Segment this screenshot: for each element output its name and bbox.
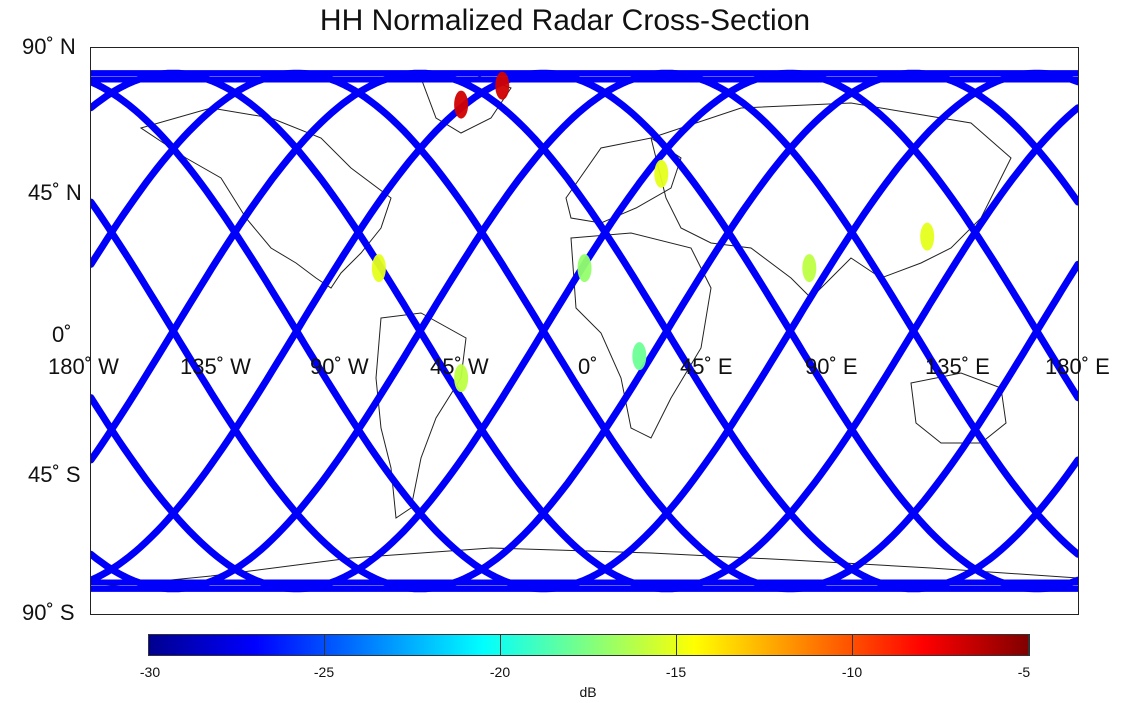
lat-label-90n: 90˚ N — [22, 34, 76, 59]
colorbar-tick-label: -25 — [313, 664, 335, 680]
satellite-track — [91, 69, 1078, 593]
track-highlight — [802, 254, 817, 283]
coastline-layer — [91, 72, 1078, 589]
colorbar-tick-label: -5 — [1017, 664, 1031, 680]
colorbar-tick — [148, 634, 149, 656]
track-highlight — [454, 90, 469, 119]
satellite-track — [91, 69, 1078, 593]
map-plot-area — [90, 47, 1079, 615]
colorbar-tick — [1028, 634, 1029, 656]
lon-label-0: 0˚ — [578, 354, 598, 379]
track-highlight — [454, 364, 469, 393]
colorbar-tick — [324, 634, 325, 656]
lon-label-180w: 180˚ W — [48, 354, 119, 379]
track-highlight — [577, 254, 592, 283]
colorbar-unit-label: dB — [579, 684, 597, 700]
coastline-europe — [565, 137, 682, 224]
satellite-track — [91, 69, 1078, 593]
lon-label-45w: 45˚ W — [430, 354, 489, 379]
colorbar-tick — [500, 634, 501, 656]
track-highlight — [920, 222, 935, 251]
colorbar — [148, 634, 1030, 656]
track-highlight — [632, 342, 647, 371]
coastline-africa — [570, 232, 712, 439]
satellite-track — [91, 69, 1078, 593]
colorbar-tick-label: -15 — [665, 664, 687, 680]
track-highlight — [495, 71, 510, 100]
track-highlight — [654, 159, 669, 188]
colorbar-tick — [852, 634, 853, 656]
lon-label-45e: 45˚ E — [680, 354, 733, 379]
colorbar-tick — [676, 634, 677, 656]
lon-label-180e: 180˚ E — [1045, 354, 1110, 379]
lat-label-90s: 90˚ S — [22, 600, 75, 625]
colorbar-tick-label: -20 — [489, 664, 511, 680]
coastline-north-america — [139, 107, 392, 289]
map-title: HH Normalized Radar Cross-Section — [319, 4, 811, 37]
lon-label-135e: 135˚ E — [925, 354, 990, 379]
satellite-track — [91, 69, 1078, 593]
lat-label-45s: 45˚ S — [28, 462, 81, 487]
lat-label-45n: 45˚ N — [28, 180, 82, 205]
satellite-track — [91, 69, 1078, 593]
lat-label-0: 0˚ — [52, 322, 72, 347]
lon-label-90e: 90˚ E — [805, 354, 858, 379]
satellite-track-layer — [91, 69, 1078, 593]
colorbar-tick-label: -30 — [139, 664, 161, 680]
map-svg — [91, 69, 1078, 593]
satellite-track — [91, 69, 1078, 593]
track-highlight — [371, 254, 386, 283]
lon-label-135w: 135˚ W — [180, 354, 251, 379]
lon-label-90w: 90˚ W — [310, 354, 369, 379]
satellite-track — [91, 69, 1078, 593]
coastline-south-america — [375, 312, 467, 519]
coastline-australia — [910, 372, 1007, 444]
colorbar-tick-label: -10 — [841, 664, 863, 680]
